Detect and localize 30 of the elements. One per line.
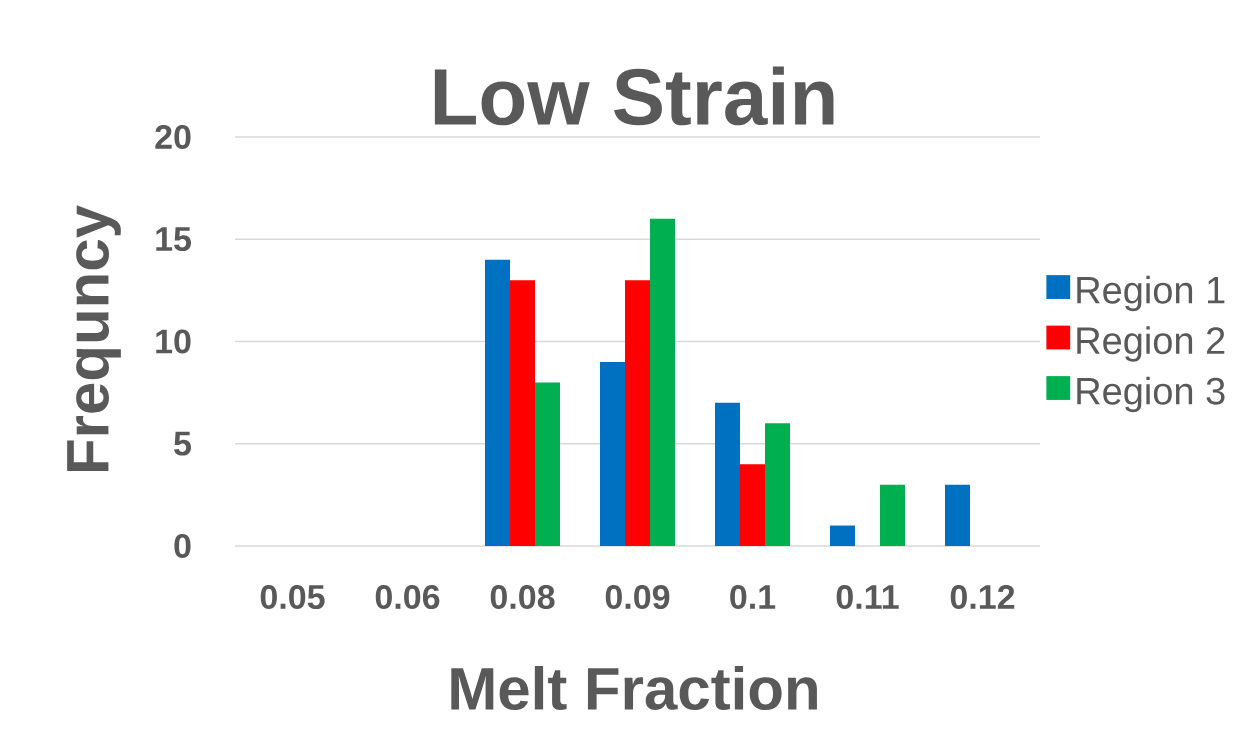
bar	[650, 218, 675, 546]
x-tick-label: 0.1	[730, 585, 776, 610]
bar	[485, 259, 510, 546]
bar	[945, 484, 970, 546]
bar	[600, 361, 625, 546]
x-tick-label: 0.08	[490, 585, 555, 610]
bar	[740, 464, 765, 546]
bar	[880, 484, 905, 546]
y-tick-label: 15	[156, 227, 192, 252]
legend-label: Region 2	[1077, 326, 1225, 362]
chart-title: Low Strain	[434, 66, 834, 126]
x-tick-label: 0.05	[260, 585, 325, 610]
bar	[625, 280, 650, 546]
y-tick-label: 0	[174, 533, 191, 559]
x-tick-label: 0.11	[836, 585, 899, 610]
y-tick-label: 10	[156, 329, 191, 354]
bar	[715, 402, 740, 546]
bar	[765, 423, 790, 546]
legend-label: Region 3	[1077, 376, 1225, 413]
bar	[510, 280, 535, 546]
bar	[830, 525, 855, 546]
y-tick-label: 5	[174, 431, 192, 456]
x-tick-label: 0.06	[375, 585, 440, 610]
legend-label: Region 1	[1077, 275, 1225, 312]
x-tick-label: 0.12	[950, 585, 1015, 610]
bar	[535, 382, 560, 546]
y-axis-title: Frequncy	[67, 205, 121, 472]
y-tick-label: 20	[155, 124, 191, 150]
x-axis-title: Melt Fraction	[451, 665, 817, 711]
x-tick-label: 0.09	[605, 585, 670, 610]
